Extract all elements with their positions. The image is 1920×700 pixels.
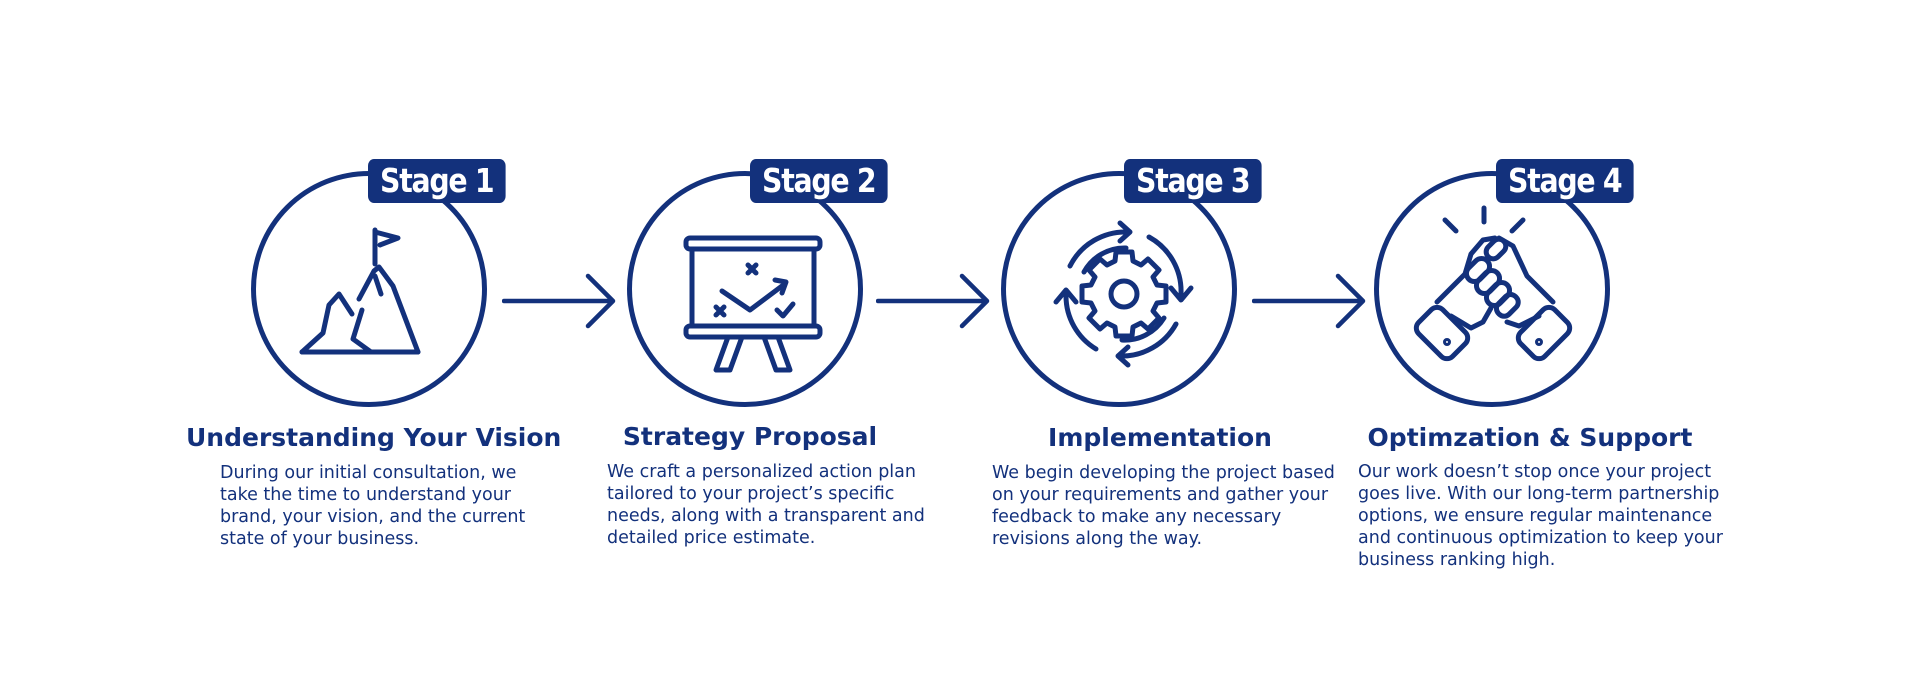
- arrow-right-icon: [876, 273, 990, 329]
- stage-3-description: We begin developing the project based on…: [992, 463, 1335, 549]
- strategy-board-icon: [683, 235, 823, 373]
- mountain-flag-icon: [299, 227, 421, 355]
- stage-2-title: Strategy Proposal: [622, 422, 878, 451]
- stage-4-title: Optimzation & Support: [1367, 423, 1693, 452]
- stage-1-circle: [251, 171, 487, 407]
- stage-2-description: We craft a personalized action plan tail…: [607, 462, 925, 548]
- stage-4-description: Our work doesn’t stop once your project …: [1358, 462, 1723, 570]
- stage-1-description: During our initial consultation, we take…: [220, 463, 526, 549]
- stage-3-circle: [1001, 171, 1237, 407]
- handshake-icon: [1413, 205, 1573, 362]
- stage-1-title: Understanding Your Vision: [186, 423, 562, 452]
- stage-1-badge: Stage 1: [368, 159, 506, 203]
- arrow-right-icon: [1252, 273, 1366, 329]
- stage-4-circle: [1374, 171, 1610, 407]
- stage-3-title: Implementation: [1048, 423, 1272, 452]
- stage-2-circle: [627, 171, 863, 407]
- stage-4-badge: Stage 4: [1496, 159, 1634, 203]
- gear-cycle-icon: [1053, 220, 1194, 368]
- stage-2-badge: Stage 2: [750, 159, 888, 203]
- arrow-right-icon: [502, 273, 616, 329]
- stage-3-badge: Stage 3: [1124, 159, 1262, 203]
